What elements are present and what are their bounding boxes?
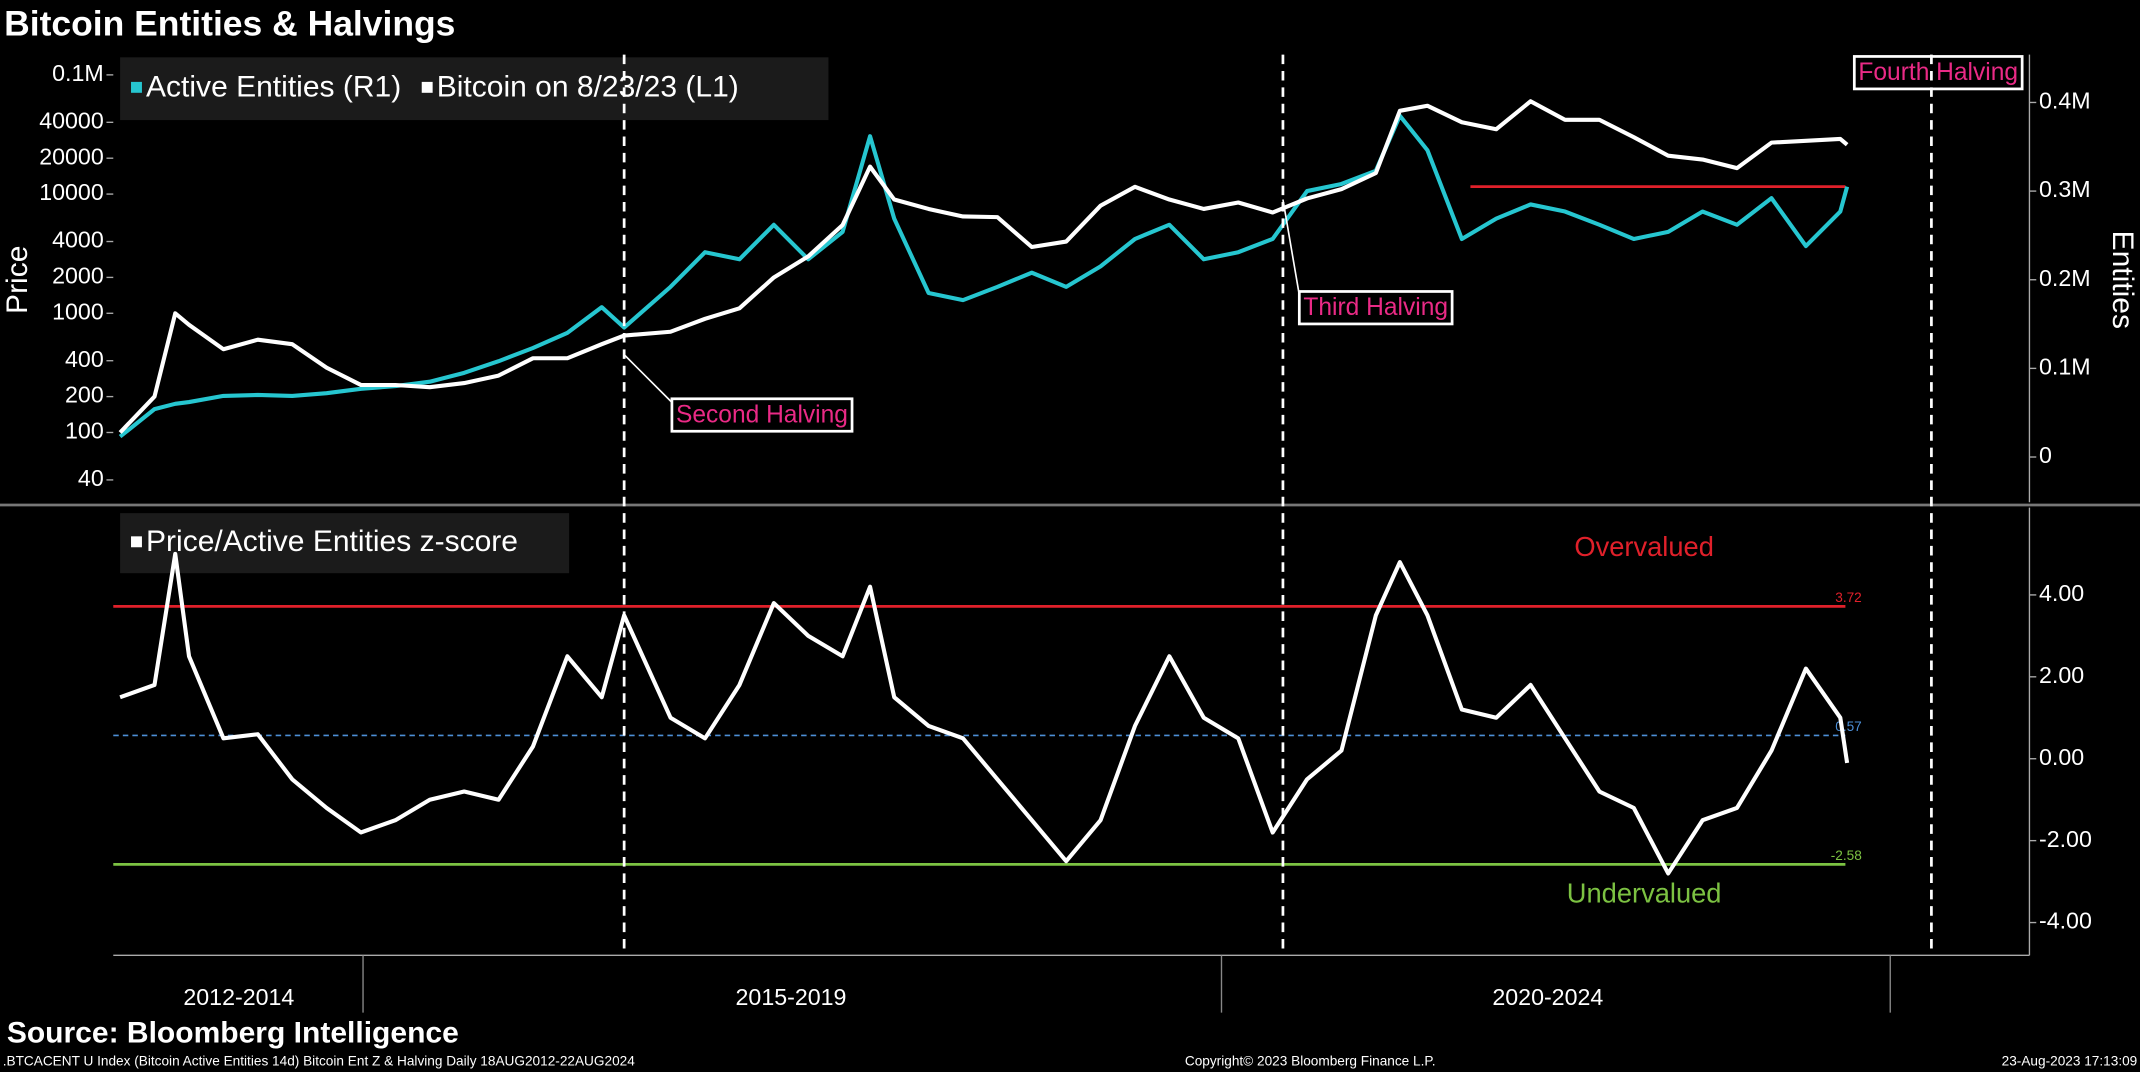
reference-label: 3.72 [1835,590,1862,605]
y-axis-label: Price [1,246,34,314]
annotation-box [1297,290,1454,326]
legend-box [120,57,829,121]
annotation-leader [623,354,673,403]
y-tick-label: 100 [65,418,104,444]
annotation: Undervalued [1567,877,1722,908]
y-tick-label: 10000 [39,179,103,205]
y-tick-label: 1000 [52,298,104,324]
series-line [118,99,1849,434]
copyright: Copyright© 2023 Bloomberg Finance L.P. [1185,1053,1436,1068]
y2-tick-label: 0.2M [2039,265,2091,291]
timestamp: 23-Aug-2023 17:13:09 [2002,1053,2138,1068]
y2-axis-label: Entities [2106,231,2139,329]
annotation-box [670,397,854,433]
y2-tick-label: 0.4M [2039,88,2091,114]
y-tick-label: 40 [78,465,104,491]
index-line: .BTCACENT U Index (Bitcoin Active Entiti… [3,1053,636,1068]
y-tick-label: 4000 [52,227,104,253]
x-tick-label: 2015-2019 [736,984,847,1010]
legend-label: Price/Active Entities z-score [146,525,518,558]
y-tick-label: 400 [65,346,104,372]
y-tick-label: 2.00 [2039,662,2084,688]
annotation: Second Halving [676,402,848,429]
reference-label: -2.58 [1831,848,1862,863]
y-tick-label: 200 [65,382,104,408]
y-tick-label: 4.00 [2039,580,2084,606]
y-tick-label: 20000 [39,143,103,169]
y-tick-label: 0.00 [2039,744,2084,770]
y-tick-label: 40000 [39,107,103,133]
annotation: Overvalued [1574,531,1714,562]
y-tick-label: 2000 [52,263,104,289]
y2-tick-label: 0 [2039,442,2052,468]
series-line [119,551,1850,876]
annotation: Fourth Halving [1858,59,2018,86]
source: Source: Bloomberg Intelligence [7,1016,459,1049]
y-tick-label: -4.00 [2039,908,2092,934]
legend-swatch [421,81,433,93]
legend-box [120,513,570,574]
legend-label: Bitcoin on 8/23/23 (L1) [437,71,739,104]
x-tick-label: 2020-2024 [1492,984,1603,1010]
legend-label: Active Entities (R1) [146,71,401,104]
annotation-leader [1282,199,1301,296]
annotation-box [1852,55,2024,91]
legend-swatch [131,536,142,548]
y2-tick-label: 0.1M [2039,354,2091,380]
chart-title: Bitcoin Entities & Halvings [4,3,455,43]
y-tick-label: 0.1M [52,60,104,86]
y2-tick-label: 0.3M [2039,176,2091,202]
x-tick-label: 2012-2014 [183,984,294,1010]
annotation: Third Halving [1303,294,1448,321]
legend-swatch [131,81,142,93]
y-tick-label: -2.00 [2039,826,2092,852]
